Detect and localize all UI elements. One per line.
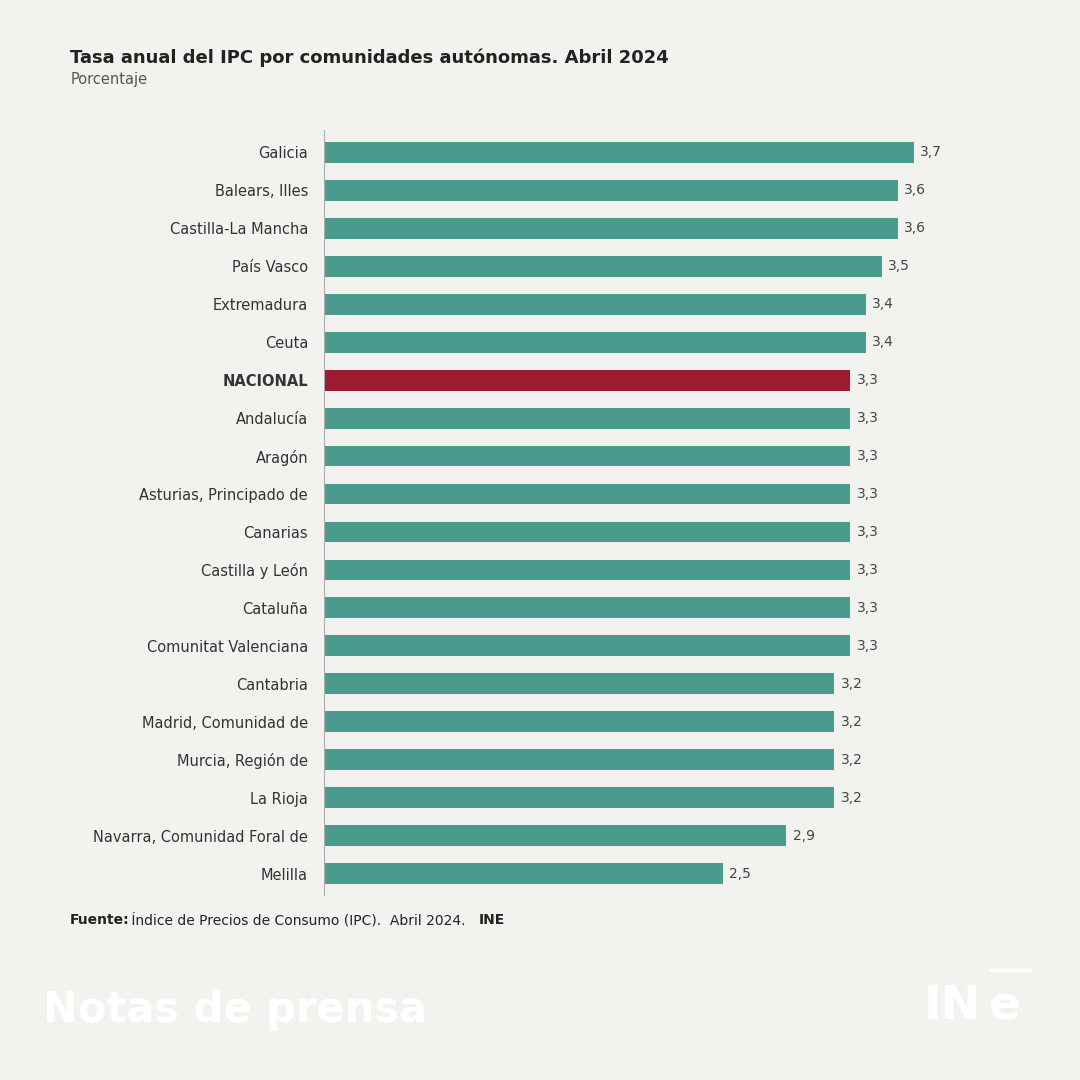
Text: e: e (989, 985, 1022, 1029)
Text: 3,5: 3,5 (889, 259, 910, 273)
Text: Tasa anual del IPC por comunidades autónomas. Abril 2024: Tasa anual del IPC por comunidades autón… (70, 49, 669, 67)
Text: 3,3: 3,3 (856, 563, 878, 577)
Bar (324, 446, 850, 467)
Text: 2,5: 2,5 (729, 866, 751, 880)
Text: Índice de Precios de Consumo (IPC).  Abril 2024.: Índice de Precios de Consumo (IPC). Abri… (127, 913, 470, 927)
Text: IN: IN (923, 985, 981, 1029)
Text: 3,2: 3,2 (840, 791, 863, 805)
Text: 3,2: 3,2 (840, 753, 863, 767)
Text: 3,2: 3,2 (840, 677, 863, 691)
Bar (324, 332, 866, 352)
Text: Fuente:: Fuente: (70, 913, 130, 927)
Bar (324, 597, 850, 619)
Text: 3,3: 3,3 (856, 373, 878, 387)
Text: 3,4: 3,4 (873, 297, 894, 311)
Text: 3,3: 3,3 (856, 487, 878, 501)
Bar (324, 218, 897, 239)
Text: 3,7: 3,7 (920, 146, 942, 160)
Bar (324, 825, 786, 846)
Text: Notas de prensa: Notas de prensa (43, 989, 428, 1030)
Text: 3,3: 3,3 (856, 600, 878, 615)
Text: INE: INE (478, 913, 504, 927)
Bar (324, 141, 914, 163)
Bar (324, 635, 850, 657)
Bar (324, 863, 723, 885)
Bar (324, 294, 866, 314)
Text: 3,6: 3,6 (904, 184, 927, 198)
Text: Porcentaje: Porcentaje (70, 72, 147, 87)
Bar (324, 256, 882, 276)
Text: 2,9: 2,9 (793, 828, 814, 842)
Bar (324, 787, 834, 808)
Text: 3,3: 3,3 (856, 411, 878, 426)
Bar (324, 522, 850, 542)
Text: 3,4: 3,4 (873, 335, 894, 349)
Bar (324, 369, 850, 391)
Bar (324, 180, 897, 201)
Bar (324, 750, 834, 770)
Bar (324, 712, 834, 732)
Text: 3,3: 3,3 (856, 449, 878, 463)
Text: 3,2: 3,2 (840, 715, 863, 729)
Text: 3,6: 3,6 (904, 221, 927, 235)
Bar (324, 559, 850, 580)
Text: 3,3: 3,3 (856, 525, 878, 539)
Text: 3,3: 3,3 (856, 639, 878, 653)
Bar (324, 674, 834, 694)
Bar (324, 484, 850, 504)
Bar (324, 407, 850, 429)
